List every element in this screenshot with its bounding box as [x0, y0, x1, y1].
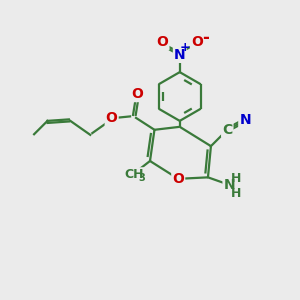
Text: O: O	[172, 172, 184, 186]
Text: -: -	[202, 29, 209, 47]
Text: CH: CH	[124, 168, 143, 181]
Text: 3: 3	[138, 173, 145, 183]
Text: N: N	[224, 178, 235, 192]
Text: O: O	[191, 35, 203, 50]
Text: +: +	[179, 41, 190, 54]
Text: C: C	[222, 123, 233, 137]
Text: H: H	[231, 187, 241, 200]
Text: O: O	[106, 112, 118, 125]
Text: H: H	[231, 172, 241, 185]
Text: O: O	[157, 35, 168, 50]
Text: N: N	[174, 48, 185, 62]
Text: N: N	[239, 113, 251, 127]
Text: O: O	[131, 87, 143, 101]
